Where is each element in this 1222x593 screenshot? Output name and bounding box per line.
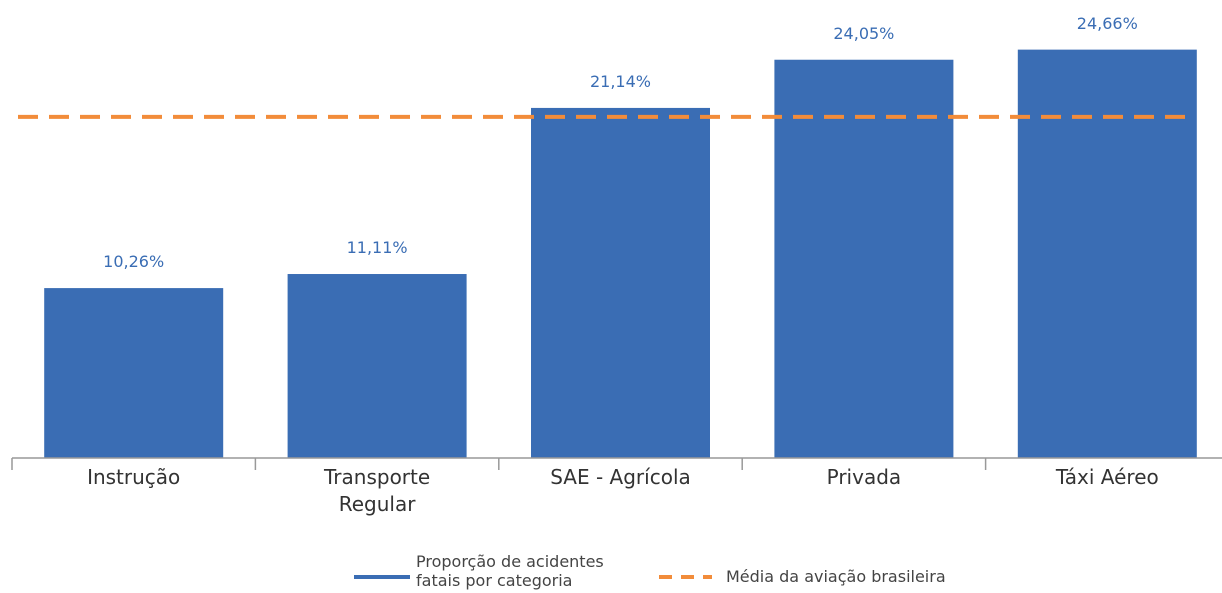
legend-label: Média da aviação brasileira bbox=[726, 567, 946, 586]
value-label: 11,11% bbox=[346, 238, 408, 258]
x-tick-label: Instrução bbox=[87, 465, 181, 489]
value-label: 24,66% bbox=[1076, 13, 1138, 33]
bar bbox=[287, 274, 467, 458]
bar bbox=[1017, 49, 1197, 458]
x-tick-label: Privada bbox=[826, 465, 902, 489]
x-tick-label: SAE - Agrícola bbox=[550, 465, 691, 489]
bar bbox=[44, 288, 224, 458]
x-tick-label: Transporte Regular bbox=[324, 465, 431, 516]
bar bbox=[774, 59, 954, 459]
legend-label: Proporção de acidentes fatais por catego… bbox=[416, 552, 604, 590]
x-tick-label: Táxi Aéreo bbox=[1055, 465, 1159, 489]
bar bbox=[531, 107, 710, 458]
value-label: 21,14% bbox=[589, 71, 651, 91]
value-label: 24,05% bbox=[833, 23, 895, 43]
value-label: 10,26% bbox=[103, 252, 165, 272]
